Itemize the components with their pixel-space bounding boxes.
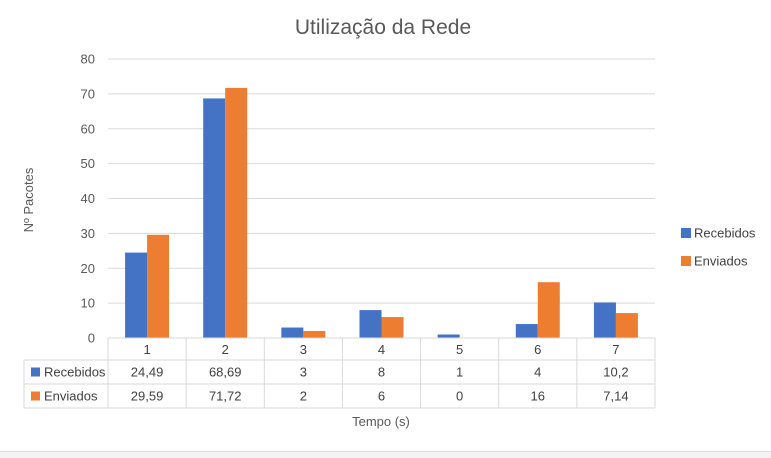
x-tick-label: 6 [534, 342, 541, 357]
y-axis-label: Nº Pacotes [21, 167, 36, 232]
legend-entry: Enviados [694, 254, 748, 269]
chart-title: Utilização da Rede [295, 16, 471, 39]
table-series-name: Enviados [44, 389, 98, 404]
bar-recebidos-4 [359, 310, 382, 338]
bar-enviados-1 [147, 234, 170, 338]
x-tick-label: 4 [378, 342, 385, 357]
data-label: 2 [300, 389, 307, 404]
y-tick-label: 10 [81, 296, 95, 311]
data-label: 71,72 [209, 389, 242, 404]
bar-recebidos-7 [593, 302, 616, 338]
bar-recebidos-2 [203, 98, 226, 338]
y-tick-label: 70 [81, 86, 95, 101]
table-series-name: Recebidos [44, 365, 106, 380]
data-label: 8 [378, 365, 385, 380]
data-label: 4 [534, 365, 541, 380]
x-tick-label: 5 [456, 342, 463, 357]
data-label: 1 [456, 365, 463, 380]
table-legend-swatch [31, 367, 40, 377]
legend-entry: Recebidos [694, 226, 756, 241]
x-tick-label: 7 [612, 342, 619, 357]
bar-enviados-7 [615, 313, 638, 338]
data-label: 29,59 [131, 389, 164, 404]
y-tick-label: 50 [81, 156, 95, 171]
bar-recebidos-5 [437, 334, 460, 338]
bar-recebidos-3 [281, 327, 304, 338]
x-tick-label: 2 [222, 342, 229, 357]
bar-recebidos-6 [515, 324, 538, 338]
data-label: 7,14 [603, 389, 628, 404]
y-tick-label: 30 [81, 226, 95, 241]
y-tick-label: 80 [81, 52, 95, 67]
bar-enviados-6 [537, 282, 560, 338]
data-label: 3 [300, 365, 307, 380]
bar-recebidos-1 [125, 252, 148, 338]
y-tick-label: 20 [81, 261, 95, 276]
sheet-bottom-strip [0, 451, 771, 458]
data-label: 16 [531, 389, 545, 404]
data-label: 6 [378, 389, 385, 404]
x-tick-label: 1 [143, 342, 150, 357]
data-label: 10,2 [603, 365, 628, 380]
legend-swatch [681, 228, 691, 238]
bar-enviados-4 [381, 317, 404, 338]
x-axis-label: Tempo (s) [352, 414, 410, 429]
data-label: 0 [456, 389, 463, 404]
x-tick-label: 3 [300, 342, 307, 357]
y-tick-label: 0 [88, 331, 95, 346]
y-tick-label: 40 [81, 191, 95, 206]
bar-enviados-2 [225, 87, 248, 339]
data-label: 68,69 [209, 365, 242, 380]
bar-enviados-3 [303, 331, 326, 338]
data-label: 24,49 [131, 365, 164, 380]
legend-swatch [681, 256, 691, 266]
y-tick-label: 60 [81, 121, 95, 136]
table-legend-swatch [31, 391, 40, 401]
